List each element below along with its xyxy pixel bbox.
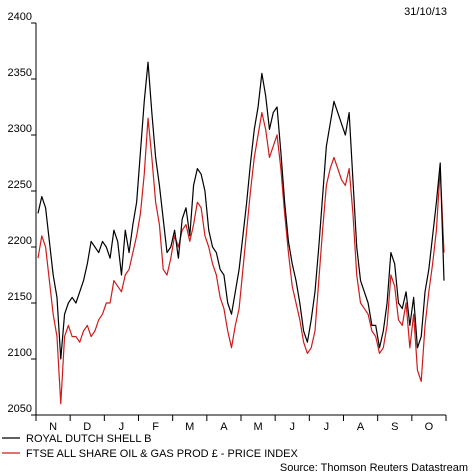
y-tick-label: 2300 (8, 123, 32, 135)
y-tick-label: 2100 (8, 347, 32, 359)
x-tick-label: J (290, 421, 296, 433)
y-tick-label: 2400 (8, 11, 32, 23)
y-tick-label: 2050 (8, 403, 32, 415)
legend-label-shell: ROYAL DUTCH SHELL B (26, 433, 152, 445)
x-tick-label: A (220, 421, 228, 433)
x-tick-label: J (324, 421, 330, 433)
x-tick-label: O (425, 421, 434, 433)
x-tick-label: F (152, 421, 159, 433)
x-tick-label: M (253, 421, 262, 433)
y-tick-label: 2200 (8, 235, 32, 247)
x-tick-label: M (185, 421, 194, 433)
legend: ROYAL DUTCH SHELL B FTSE ALL SHARE OIL &… (2, 433, 298, 460)
x-tick-label: D (83, 421, 91, 433)
source-note: Source: Thomson Reuters Datastream (280, 462, 468, 474)
chart-date: 31/10/13 (404, 6, 447, 18)
x-tick-label: A (357, 421, 365, 433)
x-tick-label: J (119, 421, 125, 433)
y-tick-label: 2150 (8, 291, 32, 303)
x-tick-label: N (49, 421, 57, 433)
y-tick-label: 2250 (8, 179, 32, 191)
series-line-ftse (37, 111, 445, 405)
series-lines (37, 61, 445, 405)
y-tick-label: 2350 (8, 67, 32, 79)
series-line-shell (37, 61, 445, 360)
x-tick-label: S (391, 421, 398, 433)
legend-label-ftse: FTSE ALL SHARE OIL & GAS PROD £ - PRICE … (26, 448, 298, 460)
y-ticks: 2050 2100 2150 2200 2250 2300 2350 2400 (8, 11, 36, 416)
